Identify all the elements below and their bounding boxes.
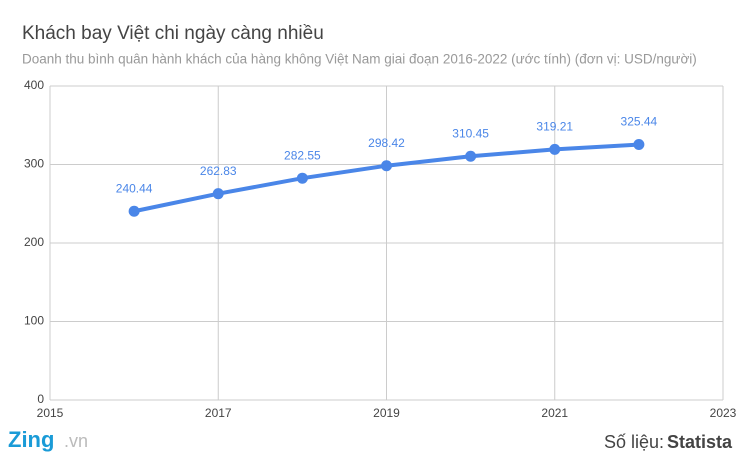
data-label: 325.44 bbox=[621, 115, 658, 129]
data-point bbox=[296, 172, 308, 184]
data-label: 298.42 bbox=[368, 136, 405, 150]
y-tick-label: 0 bbox=[37, 392, 44, 406]
data-label: 319.21 bbox=[536, 120, 573, 134]
data-point bbox=[128, 205, 140, 217]
data-label: 282.55 bbox=[284, 148, 321, 162]
logo: Zing .vn bbox=[8, 427, 88, 452]
x-tick-label: 2021 bbox=[541, 406, 568, 420]
chart-subtitle: Doanh thu bình quân hành khách của hàng … bbox=[22, 52, 697, 67]
y-tick-label: 300 bbox=[24, 157, 44, 171]
logo-suffix: .vn bbox=[64, 431, 88, 451]
y-tick-label: 100 bbox=[24, 314, 44, 328]
data-point bbox=[212, 188, 224, 200]
source-name: Statista bbox=[667, 432, 733, 452]
x-tick-label: 2019 bbox=[373, 406, 400, 420]
data-point bbox=[633, 139, 645, 151]
y-tick-label: 200 bbox=[24, 235, 44, 249]
x-tick-label: 2023 bbox=[710, 406, 737, 420]
data-point bbox=[381, 160, 392, 172]
x-tick-label: 2015 bbox=[37, 406, 64, 420]
y-tick-label: 400 bbox=[24, 78, 44, 92]
data-point bbox=[465, 150, 477, 162]
data-label: 240.44 bbox=[116, 181, 153, 195]
data-label: 310.45 bbox=[452, 126, 489, 140]
x-tick-label: 2017 bbox=[205, 406, 232, 420]
source-label: Số liệu: bbox=[604, 432, 664, 452]
data-point bbox=[549, 143, 561, 155]
chart-title: Khách bay Việt chi ngày càng nhiều bbox=[22, 23, 324, 44]
logo-main: Zing bbox=[8, 427, 54, 452]
data-label: 262.83 bbox=[200, 164, 237, 178]
